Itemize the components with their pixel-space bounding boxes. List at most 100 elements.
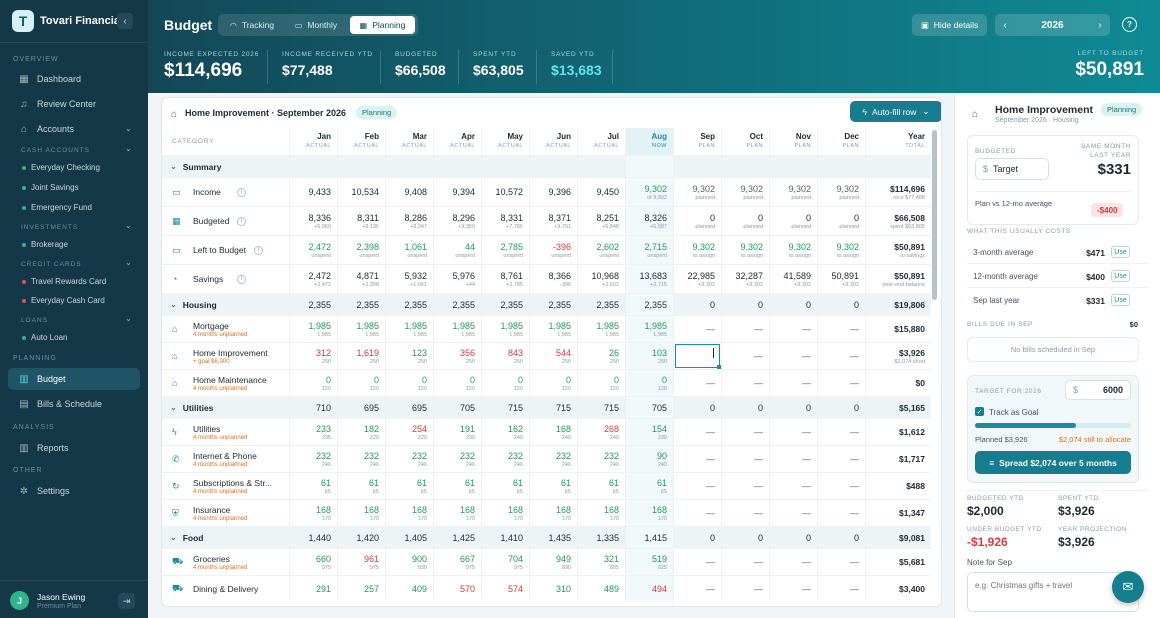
table-row[interactable]: ✆ Internet & Phone 4 months unplanned 232 24… [162,445,931,472]
table-cell[interactable]: 1,061 unspent [385,236,433,264]
table-cell[interactable]: 9,302 to assign [769,236,817,264]
category-name[interactable]: Groceries 4 months unplanned [193,549,247,575]
table-cell[interactable]: 0 120 [577,370,625,396]
table-cell[interactable]: 0 120 [433,370,481,396]
table-cell[interactable]: — [673,419,721,445]
table-cell[interactable]: 61 65 [481,473,529,499]
table-cell[interactable]: -396 unspent [529,236,577,264]
table-cell[interactable]: 8,286 +8,347 [385,207,433,235]
table-cell[interactable]: 22,985 +9,302 [673,265,721,293]
table-cell[interactable]: 123 250 [385,343,433,369]
table-cell[interactable]: 254 220 [385,419,433,445]
chevron-down-icon[interactable]: ⌄ [125,221,132,230]
tab-planning[interactable]: ▦ Planning [350,16,415,34]
chevron-down-icon[interactable]: ⌄ [125,144,132,153]
group-label[interactable]: ⌄ Utilities [170,397,213,418]
category-name[interactable]: Dining & Delivery [193,576,258,602]
table-cell[interactable]: 0 120 [385,370,433,396]
table-row[interactable]: ⌂ Home Maintenance 4 months unplanned 0 120 0… [162,369,931,396]
table-cell[interactable]: 494 [625,576,673,602]
table-cell[interactable]: 0 planned [673,207,721,235]
table-cell[interactable]: 8,251 +6,848 [577,207,625,235]
table-cell[interactable]: 9,302 of 9,302 [625,178,673,206]
table-cell[interactable]: 10,572 [481,178,529,206]
table-cell[interactable]: 257 [337,576,385,602]
table-cell[interactable]: 232 240 [289,446,337,472]
table-cell[interactable]: 9,433 [289,178,337,206]
group-label[interactable]: ⌄ Summary [170,156,221,177]
table-cell[interactable]: 1,985 1,985 [481,316,529,342]
group-label[interactable]: ⌄ Food [170,527,203,548]
table-cell[interactable]: 489 [577,576,625,602]
table-cell[interactable]: — [721,446,769,472]
table-cell[interactable]: — [817,446,865,472]
table-cell[interactable]: 9,302 planned [769,178,817,206]
table-cell[interactable]: 8,336 +6,960 [289,207,337,235]
track-goal-checkbox[interactable]: ✓ [975,407,984,416]
group-label[interactable]: ⌄ Housing [170,294,217,315]
info-icon[interactable]: i [237,274,246,284]
account-everyday-checking[interactable]: Everyday Checking [22,163,100,172]
table-cell[interactable]: 312 250 [289,343,337,369]
tab-tracking[interactable]: ◠ Tracking [221,16,283,34]
category-name[interactable]: Utilities 4 months unplanned [193,419,247,445]
group-row[interactable]: ⌄ Food 1,440 1,420 1,405 1,425 1,410 1,435 1,335… [162,526,931,548]
table-cell[interactable]: 2,472 unspent [289,236,337,264]
table-cell[interactable]: 168 240 [529,419,577,445]
table-row[interactable]: ϟ Utilities 4 months unplanned 233 235 182 220… [162,418,931,445]
table-cell[interactable]: 8,326 +6,587 [625,207,673,235]
table-cell[interactable]: 168 170 [625,500,673,526]
table-cell[interactable]: 10,968 +2,602 [577,265,625,293]
table-cell[interactable]: 9,302 to assign [817,236,865,264]
table-cell[interactable]: — [769,549,817,575]
table-cell[interactable]: 232 240 [577,446,625,472]
table-cell[interactable]: 574 [481,576,529,602]
table-cell[interactable]: 168 170 [481,500,529,526]
account-emergency-fund[interactable]: Emergency Fund [22,203,92,212]
table-cell[interactable]: — [817,370,865,396]
info-icon[interactable]: i [254,245,263,255]
table-cell[interactable]: 8,371 +9,791 [529,207,577,235]
table-cell[interactable]: 1,985 1,985 [289,316,337,342]
table-cell[interactable]: — [673,500,721,526]
table-cell[interactable]: 8,296 +9,350 [433,207,481,235]
table-cell[interactable]: 9,302 to assign [673,236,721,264]
table-cell[interactable]: — [721,370,769,396]
use-avg12-button[interactable]: Use [1111,270,1130,282]
table-cell[interactable]: 162 240 [481,419,529,445]
cell-editor[interactable] [675,344,721,369]
table-cell[interactable]: 13,683 +2,715 [625,265,673,293]
account-travel-rewards[interactable]: Travel Rewards Card [22,277,106,286]
auto-fill-row-button[interactable]: ϟ Auto-fill row ⌄ [850,101,941,122]
category-name[interactable]: Home Maintenance 4 months unplanned [193,370,267,396]
chevron-down-icon[interactable]: ⌄ [170,162,177,171]
group-row[interactable]: ⌄ Housing 2,355 2,355 2,355 2,355 2,355 2,355 2,… [162,293,931,315]
help-icon[interactable]: ? [1122,17,1137,32]
table-cell[interactable]: 8,311 +8,136 [337,207,385,235]
table-cell[interactable]: — [817,500,865,526]
table-cell[interactable]: 103 250 [625,343,673,369]
sidebar-item-accounts[interactable]: ⌂ Accounts [8,118,140,140]
table-cell[interactable]: — [721,316,769,342]
table-cell[interactable]: — [817,576,865,602]
table-cell[interactable]: — [673,316,721,342]
chevron-down-icon[interactable]: ⌄ [125,258,132,267]
table-cell[interactable]: 61 65 [289,473,337,499]
use-avg3-button[interactable]: Use [1111,246,1130,258]
table-cell[interactable]: 9,408 [385,178,433,206]
table-cell[interactable]: 544 250 [529,343,577,369]
user-profile[interactable]: J Jason Ewing Premium Plan ⇥ [0,580,148,618]
table-cell[interactable]: — [721,473,769,499]
category-name[interactable]: Internet & Phone 4 months unplanned [193,446,257,472]
table-cell[interactable]: 61 65 [625,473,673,499]
category-name[interactable]: Income [193,178,221,206]
table-row[interactable]: ▭ Left to Budget i 2,472 unspent 2,398 unspent… [162,235,931,264]
table-cell[interactable]: 1,985 1,985 [625,316,673,342]
sidebar-item-reports[interactable]: ▥ Reports [8,437,140,459]
table-cell[interactable]: — [769,500,817,526]
table-cell[interactable]: 0 120 [337,370,385,396]
group-row[interactable]: ⌄ Summary [162,155,931,177]
table-cell[interactable]: — [769,576,817,602]
table-cell[interactable]: — [721,500,769,526]
target-input[interactable]: $ Target [975,158,1049,180]
